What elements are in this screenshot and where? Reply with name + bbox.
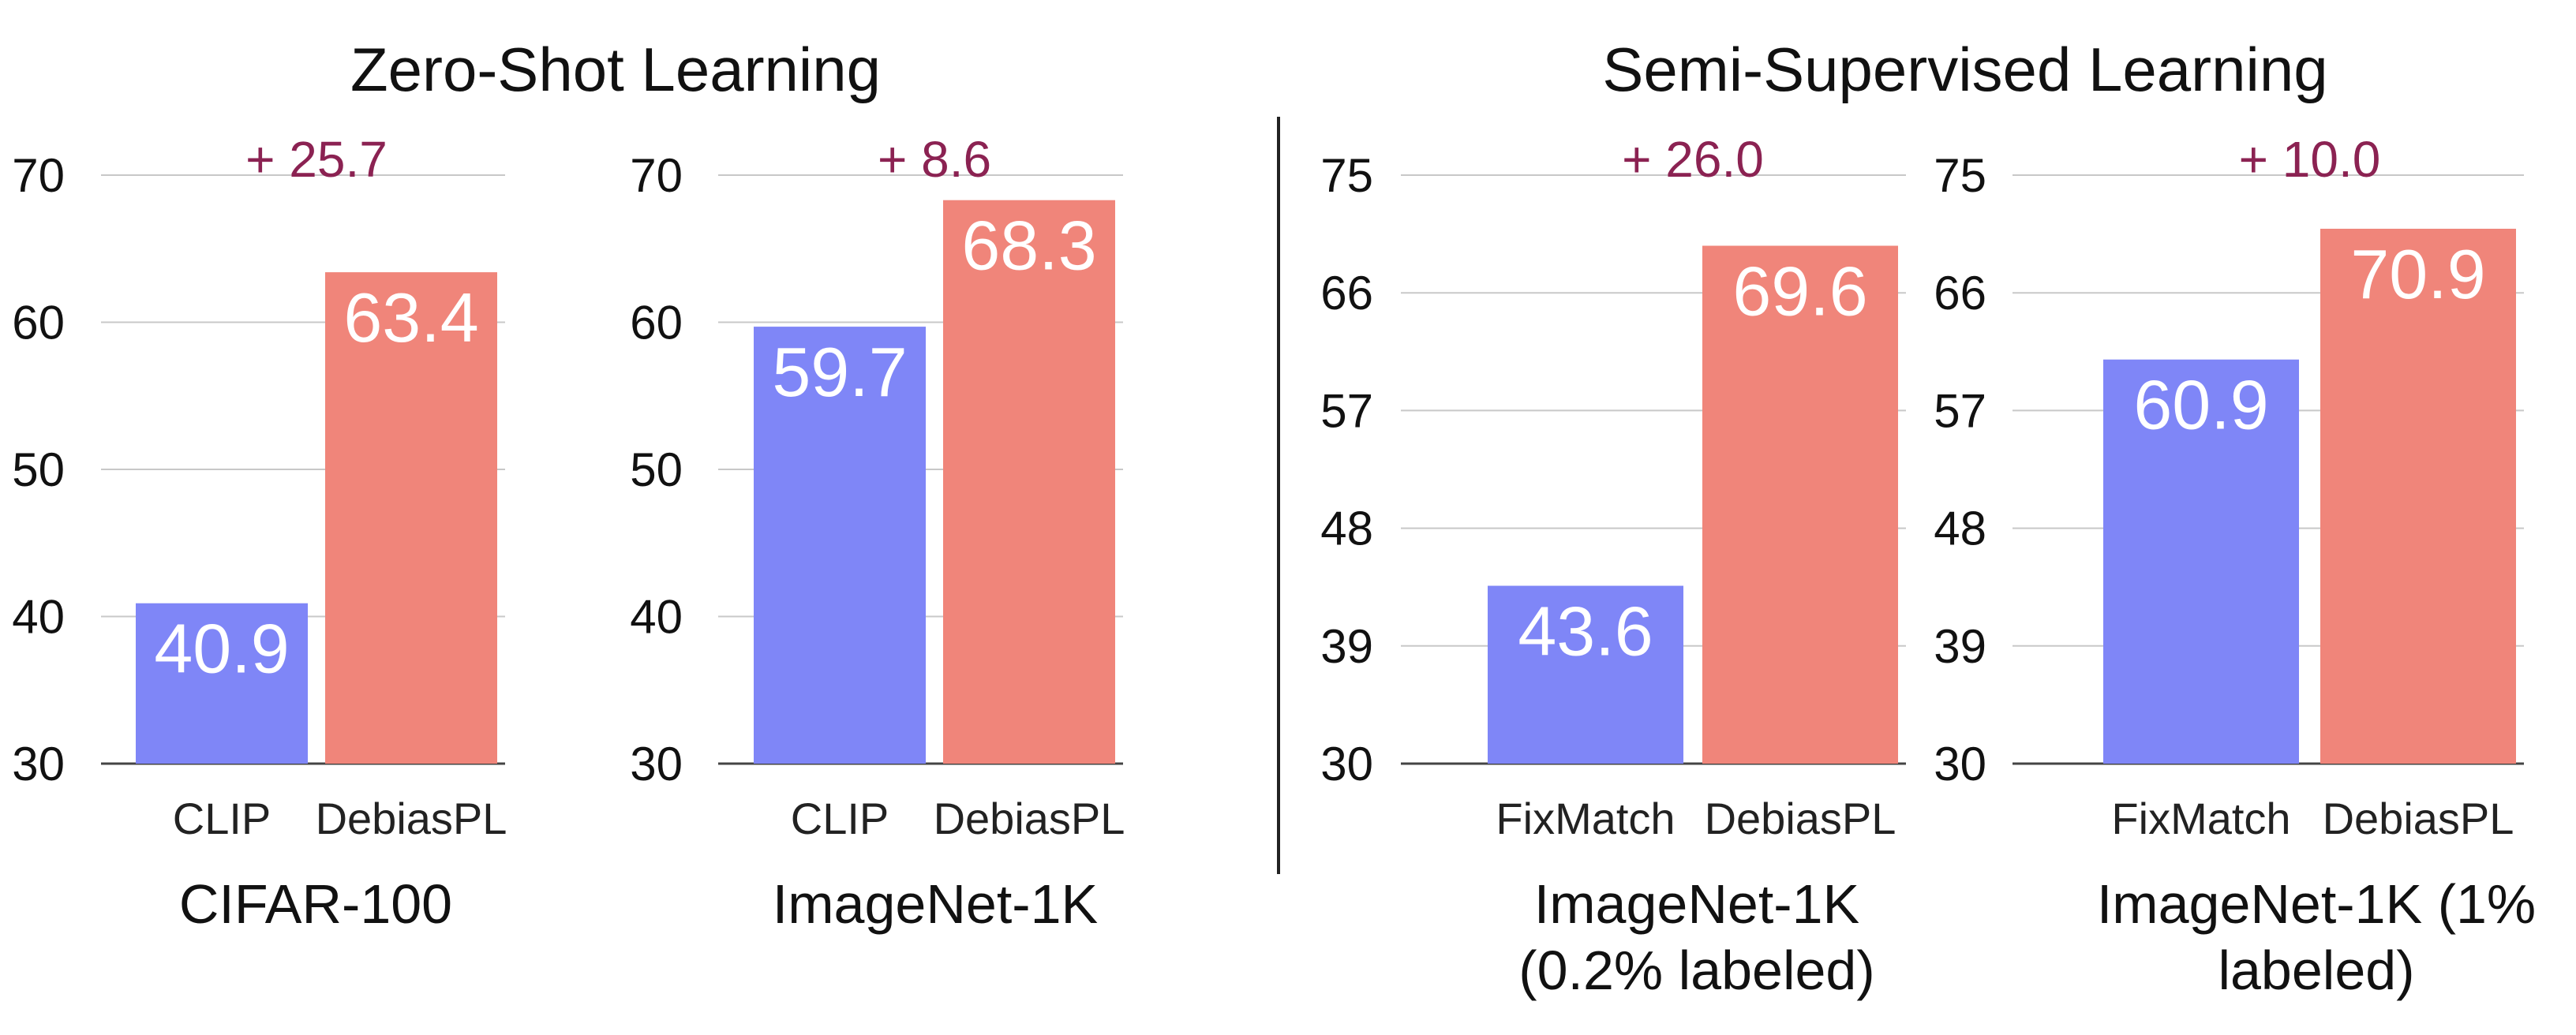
bar-value-label: 43.6 bbox=[1518, 592, 1653, 671]
y-tick-label: 40 bbox=[630, 591, 683, 644]
category-label: CLIP bbox=[791, 794, 889, 843]
panel-title: CIFAR-100 bbox=[179, 873, 452, 935]
category-label: DebiasPL bbox=[934, 794, 1125, 843]
chart-panel: 30 39 48 57 66 75 43.6 FixMatch 69.6 DebiasPL + 26… bbox=[1320, 131, 1906, 1001]
category-label: DebiasPL bbox=[316, 794, 507, 843]
bar-value-label: 70.9 bbox=[2350, 235, 2485, 313]
bar bbox=[2320, 228, 2516, 764]
y-tick-label: 57 bbox=[1934, 384, 1986, 437]
y-tick-label: 30 bbox=[630, 738, 683, 790]
chart-panel: 30 40 50 60 70 40.9 CLIP 63.4 DebiasPL + 25.7 CIFA… bbox=[12, 131, 507, 935]
bar bbox=[754, 327, 926, 764]
panel-title: (0.2% labeled) bbox=[1518, 940, 1874, 1001]
y-tick-label: 70 bbox=[12, 149, 65, 202]
panel-title: ImageNet-1K bbox=[773, 873, 1098, 935]
y-tick-label: 57 bbox=[1320, 384, 1373, 437]
bar bbox=[1488, 585, 1683, 764]
gain-annotation: + 26.0 bbox=[1622, 131, 1764, 188]
panel-title: ImageNet-1K bbox=[1534, 873, 1859, 935]
y-tick-label: 39 bbox=[1934, 620, 1986, 673]
y-tick-label: 75 bbox=[1320, 149, 1373, 202]
chart-panel: 30 40 50 60 70 59.7 CLIP 68.3 DebiasPL + 8.6 Image… bbox=[630, 131, 1125, 935]
y-tick-label: 60 bbox=[630, 297, 683, 349]
y-tick-label: 40 bbox=[12, 591, 65, 644]
bar bbox=[943, 200, 1115, 764]
bar-value-label: 63.4 bbox=[343, 278, 478, 357]
bar bbox=[325, 272, 497, 764]
chart-panels: 30 40 50 60 70 40.9 CLIP 63.4 DebiasPL + 25.7 CIFA… bbox=[12, 131, 2536, 1001]
y-tick-label: 70 bbox=[630, 149, 683, 202]
y-tick-label: 66 bbox=[1934, 267, 1986, 319]
chart-panel: 30 39 48 57 66 75 60.9 FixMatch 70.9 DebiasPL + 10… bbox=[1934, 131, 2536, 1001]
y-tick-label: 30 bbox=[1934, 738, 1986, 790]
bar bbox=[136, 603, 308, 764]
bar bbox=[1702, 245, 1898, 764]
category-label: DebiasPL bbox=[2323, 794, 2514, 843]
section-title-semi-supervised: Semi-Supervised Learning bbox=[1602, 35, 2327, 104]
y-tick-label: 50 bbox=[12, 443, 65, 496]
y-tick-label: 75 bbox=[1934, 149, 1986, 202]
bar bbox=[2103, 359, 2299, 764]
bar-value-label: 40.9 bbox=[154, 610, 289, 688]
y-tick-label: 48 bbox=[1934, 503, 1986, 555]
category-label: FixMatch bbox=[2111, 794, 2290, 843]
category-label: CLIP bbox=[173, 794, 271, 843]
bar-value-label: 60.9 bbox=[2133, 366, 2268, 444]
y-tick-label: 48 bbox=[1320, 503, 1373, 555]
gain-annotation: + 25.7 bbox=[245, 131, 388, 188]
y-tick-label: 30 bbox=[12, 738, 65, 790]
bar-value-label: 69.6 bbox=[1732, 252, 1867, 331]
panel-title: labeled) bbox=[2218, 940, 2414, 1001]
section-title-zero-shot: Zero-Shot Learning bbox=[350, 35, 881, 104]
category-label: DebiasPL bbox=[1705, 794, 1896, 843]
category-label: FixMatch bbox=[1496, 794, 1675, 843]
gain-annotation: + 8.6 bbox=[878, 131, 991, 188]
y-tick-label: 39 bbox=[1320, 620, 1373, 673]
y-tick-label: 60 bbox=[12, 297, 65, 349]
gain-annotation: + 10.0 bbox=[2239, 131, 2381, 188]
bar-value-label: 59.7 bbox=[772, 333, 907, 411]
panel-title: ImageNet-1K (1% bbox=[2097, 873, 2536, 935]
y-tick-label: 66 bbox=[1320, 267, 1373, 319]
bar-value-label: 68.3 bbox=[961, 207, 1096, 285]
y-tick-label: 50 bbox=[630, 443, 683, 496]
y-tick-label: 30 bbox=[1320, 738, 1373, 790]
